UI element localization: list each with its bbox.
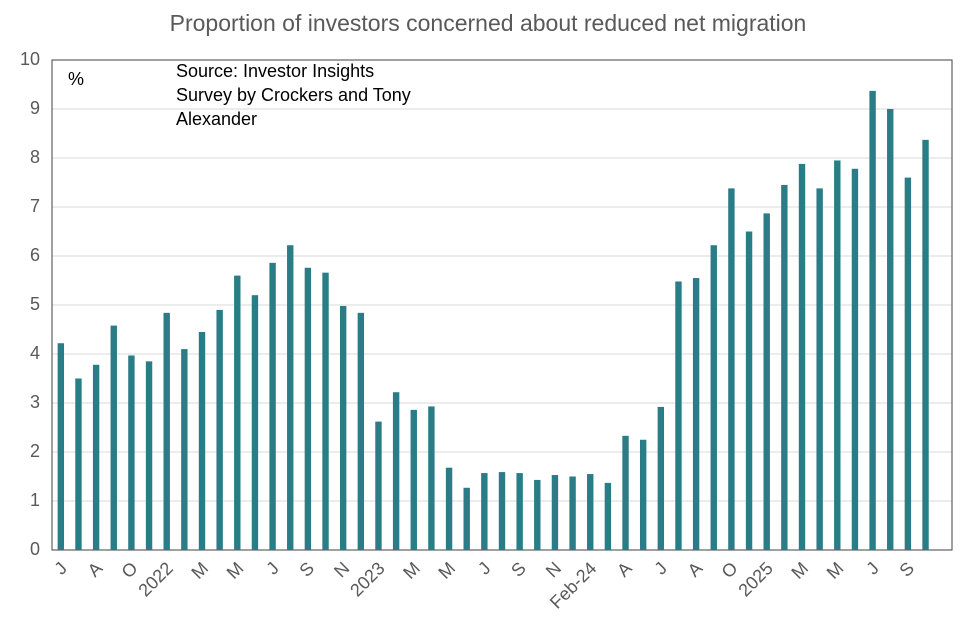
x-tick-label: J: [651, 558, 672, 579]
bar: [269, 262, 276, 550]
bar: [392, 392, 400, 550]
x-tick-label: J: [862, 558, 883, 579]
bar: [145, 361, 153, 550]
x-tick-label: A: [684, 558, 707, 581]
y-tick-label: 2: [30, 441, 40, 461]
bar: [710, 245, 717, 550]
bar: [675, 281, 682, 550]
bar: [798, 163, 806, 550]
x-tick-label: 2023: [346, 558, 388, 600]
bar: [534, 479, 541, 550]
chart-title: Proportion of investors concerned about …: [170, 10, 807, 36]
bar: [128, 355, 135, 550]
y-tick-label: 3: [30, 392, 40, 412]
bar: [587, 474, 594, 550]
x-tick-label: A: [84, 558, 107, 581]
x-tick-label: S: [895, 558, 918, 581]
bar: [692, 278, 700, 550]
bar: [181, 349, 188, 550]
y-tick-label: 5: [30, 294, 40, 314]
x-tick-label: M: [399, 558, 424, 583]
bar: [498, 472, 506, 550]
x-tick-label: M: [223, 558, 248, 583]
y-tick-label: 7: [30, 196, 40, 216]
bar: [287, 245, 294, 550]
bar: [551, 475, 559, 550]
bar: [728, 188, 735, 550]
y-tick-label: 10: [20, 49, 40, 69]
x-tick-label: M: [823, 558, 848, 583]
bar: [763, 213, 770, 550]
bar: [410, 409, 417, 550]
bar: [216, 309, 223, 550]
bar: [604, 482, 612, 550]
bar: [481, 473, 488, 550]
y-tick-label: 8: [30, 147, 40, 167]
bar: [569, 476, 576, 550]
bar: [322, 272, 329, 550]
bar: [904, 177, 912, 550]
bar: [75, 378, 82, 550]
bar: [445, 467, 453, 550]
bar: [516, 473, 523, 550]
bar: [357, 312, 365, 550]
x-tick-label: J: [51, 558, 72, 579]
x-tick-label: 2022: [134, 558, 176, 600]
y-tick-label: 6: [30, 245, 40, 265]
bar: [834, 160, 841, 550]
bar: [375, 421, 382, 550]
bar: [657, 406, 665, 550]
bar: [57, 343, 65, 550]
bar: [851, 168, 859, 550]
x-tick-label: M: [787, 558, 812, 583]
x-tick-label: O: [118, 558, 142, 582]
x-tick-label: M: [187, 558, 212, 583]
bar: [92, 364, 100, 550]
x-tick-label: J: [262, 558, 283, 579]
bar: [816, 188, 823, 550]
bar: [781, 184, 788, 550]
x-tick-label: O: [718, 558, 742, 582]
x-tick-label: A: [613, 558, 636, 581]
bar: [622, 435, 629, 550]
bar: [251, 295, 259, 550]
x-tick-label: S: [295, 558, 318, 581]
bar: [110, 325, 117, 550]
bar: [463, 487, 470, 550]
y-tick-label: 0: [30, 539, 40, 559]
x-tick-label: S: [507, 558, 530, 581]
x-tick-label: N: [542, 558, 565, 581]
source-note: Survey by Crockers and Tony: [176, 85, 411, 105]
bar: [922, 139, 929, 550]
x-tick-label: N: [330, 558, 353, 581]
y-tick-label: 9: [30, 98, 40, 118]
bar: [198, 331, 206, 550]
x-tick-label: J: [474, 558, 495, 579]
y-tick-label: 4: [30, 343, 40, 363]
bar: [163, 312, 170, 550]
bar: [339, 305, 347, 550]
bar: [869, 90, 876, 551]
source-note: Source: Investor Insights: [176, 61, 374, 81]
source-note: Alexander: [176, 109, 257, 129]
x-tick-label: 2025: [734, 558, 776, 600]
unit-label: %: [68, 69, 84, 89]
y-tick-label: 1: [30, 490, 40, 510]
bar: [745, 231, 753, 550]
bar: [428, 406, 435, 550]
bar: [234, 275, 241, 550]
bar: [887, 109, 894, 550]
bar: [639, 439, 647, 550]
x-tick-label: M: [434, 558, 459, 583]
bar: [304, 267, 312, 550]
